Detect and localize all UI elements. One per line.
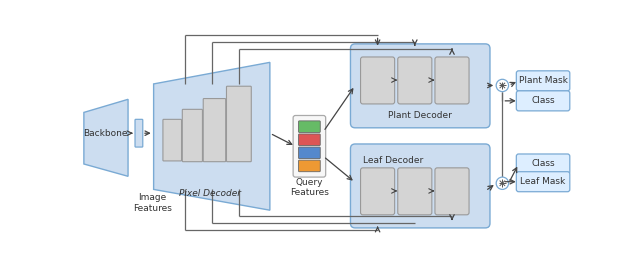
Text: Leaf Mask: Leaf Mask [520, 177, 566, 186]
FancyBboxPatch shape [360, 168, 395, 215]
FancyBboxPatch shape [298, 160, 320, 172]
FancyBboxPatch shape [204, 99, 226, 162]
FancyBboxPatch shape [360, 57, 395, 104]
Text: Backbone: Backbone [83, 129, 128, 138]
FancyBboxPatch shape [435, 57, 469, 104]
Text: Pixel Decoder: Pixel Decoder [179, 189, 241, 198]
FancyBboxPatch shape [397, 57, 432, 104]
FancyBboxPatch shape [516, 91, 570, 111]
FancyBboxPatch shape [298, 147, 320, 159]
FancyBboxPatch shape [351, 44, 490, 128]
FancyBboxPatch shape [435, 168, 469, 215]
FancyBboxPatch shape [298, 134, 320, 145]
FancyBboxPatch shape [182, 109, 202, 162]
FancyBboxPatch shape [135, 119, 143, 147]
FancyBboxPatch shape [351, 144, 490, 228]
Circle shape [496, 79, 509, 92]
FancyBboxPatch shape [293, 115, 326, 177]
Text: Class: Class [531, 159, 555, 169]
FancyBboxPatch shape [298, 121, 320, 133]
Text: Plant Decoder: Plant Decoder [388, 111, 452, 120]
Polygon shape [154, 62, 270, 210]
Text: Class: Class [531, 96, 555, 105]
FancyBboxPatch shape [227, 86, 252, 162]
Text: Query
Features: Query Features [290, 178, 329, 197]
FancyBboxPatch shape [397, 168, 432, 215]
FancyBboxPatch shape [163, 119, 182, 161]
Polygon shape [84, 99, 128, 176]
FancyBboxPatch shape [516, 154, 570, 174]
FancyBboxPatch shape [516, 71, 570, 91]
Text: Image
Features: Image Features [132, 193, 172, 213]
Circle shape [496, 177, 509, 189]
FancyBboxPatch shape [516, 172, 570, 192]
Text: Plant Mask: Plant Mask [518, 76, 568, 85]
Text: Leaf Decoder: Leaf Decoder [363, 156, 423, 165]
